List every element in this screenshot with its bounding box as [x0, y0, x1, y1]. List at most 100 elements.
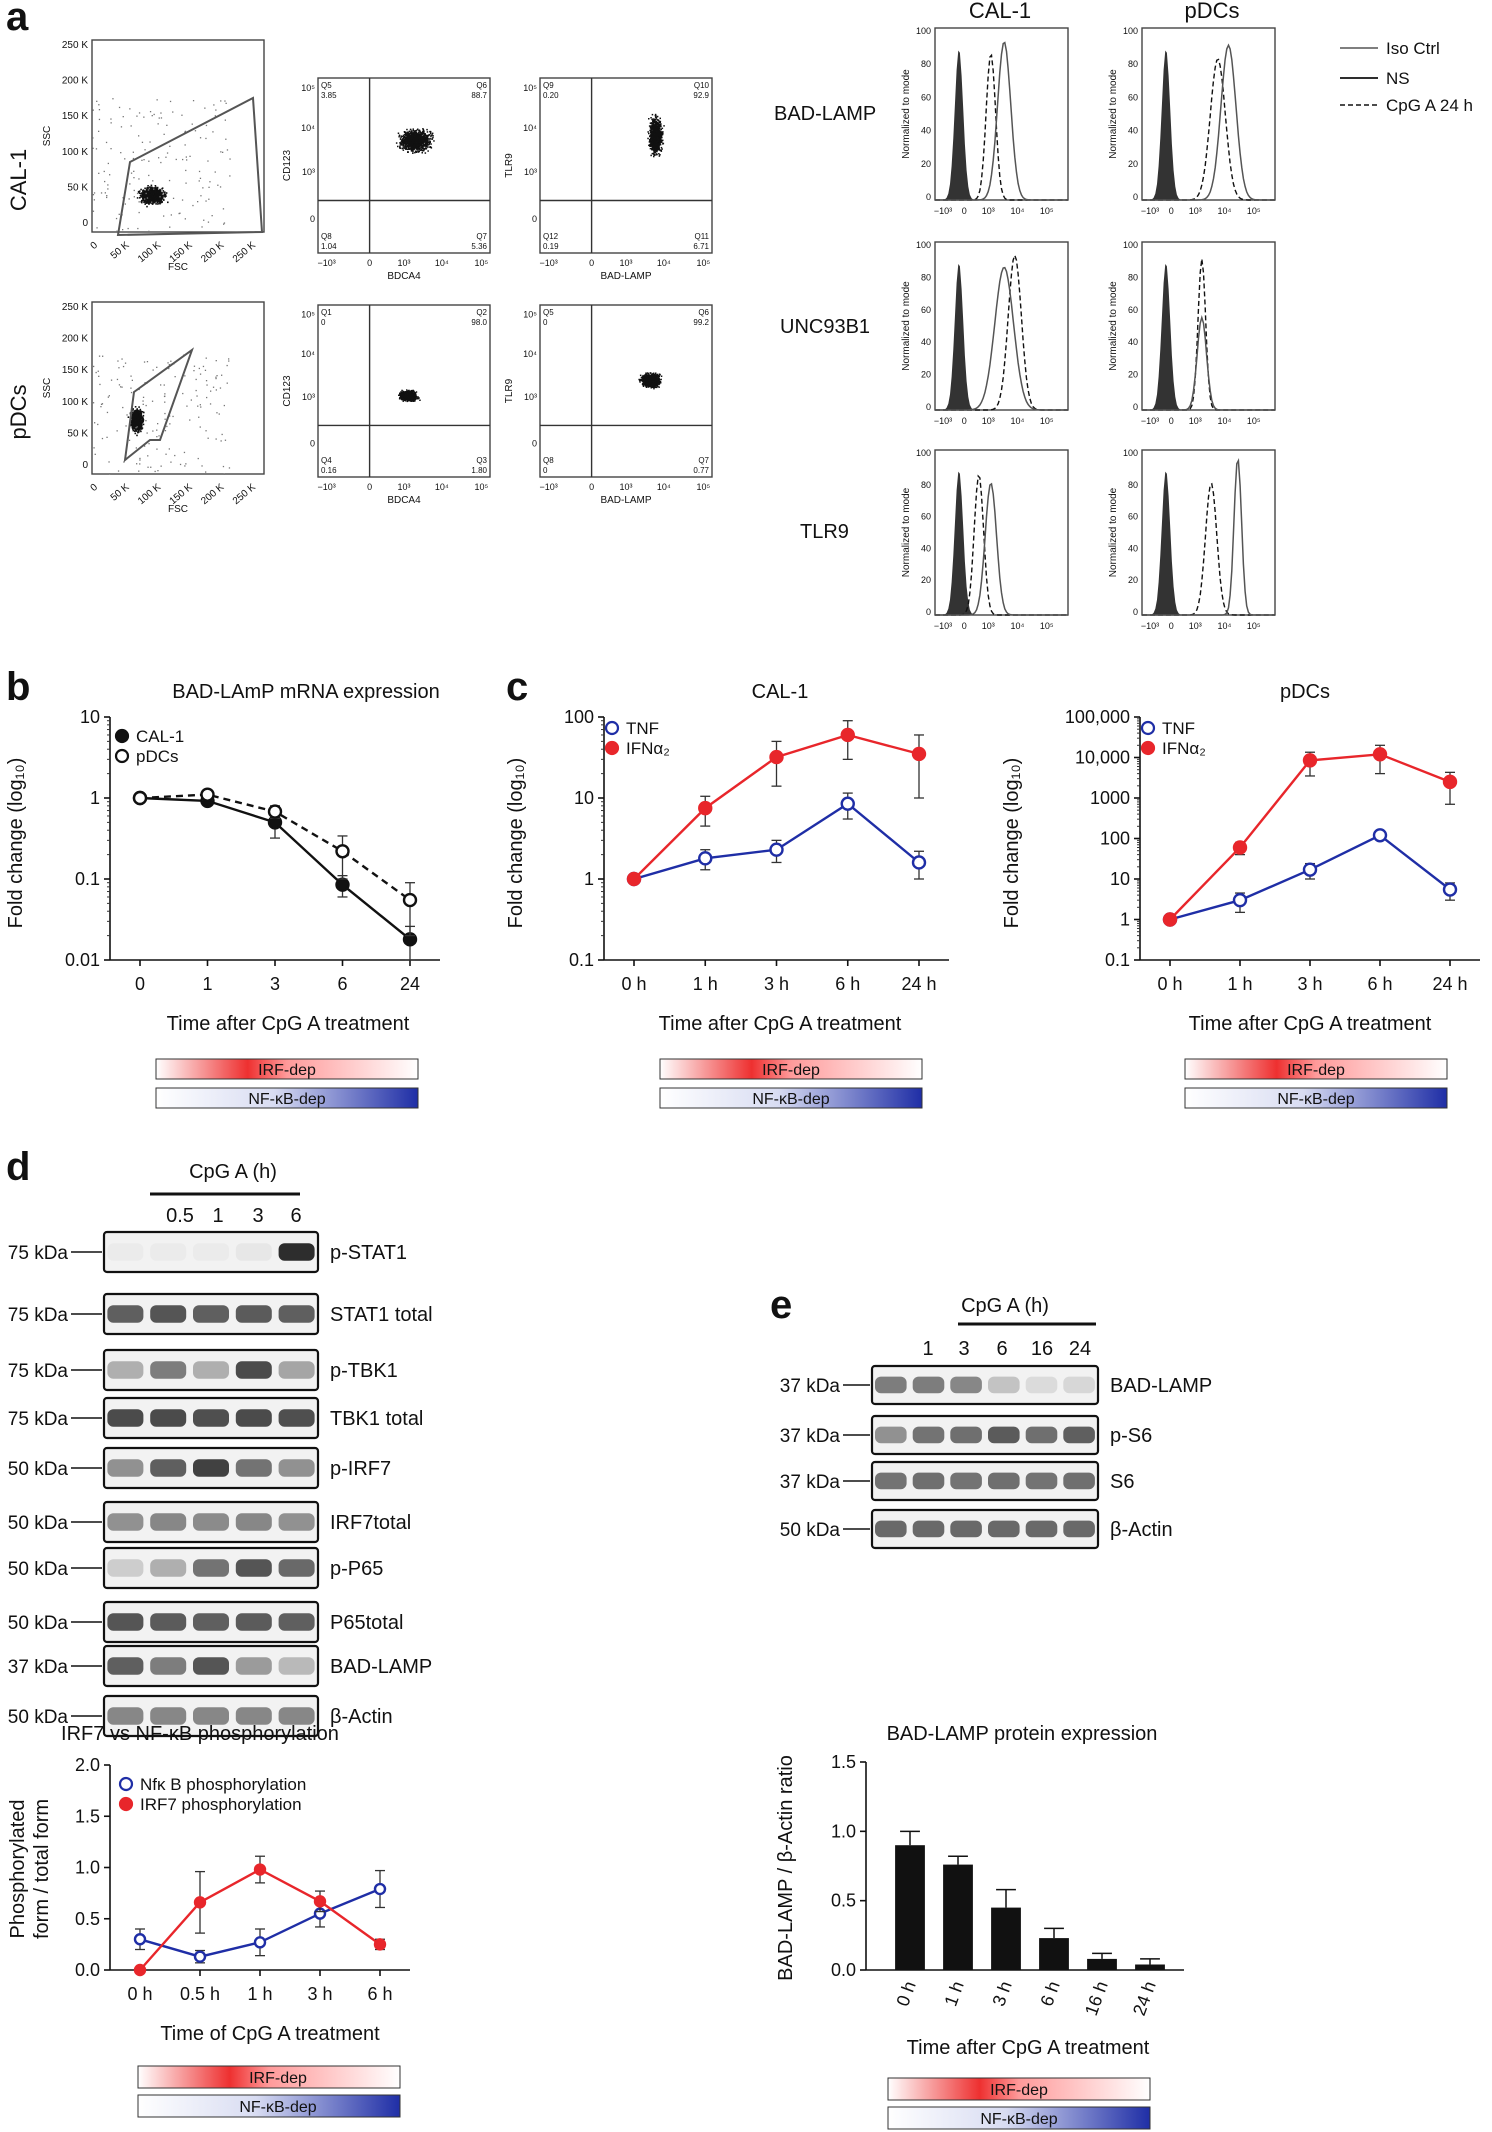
ytick-label: 1 [1120, 910, 1130, 930]
dot [427, 144, 430, 146]
dot [658, 127, 660, 130]
dot [152, 192, 154, 195]
dot [148, 200, 151, 202]
dot [428, 141, 430, 143]
dot [185, 169, 187, 172]
dot [137, 417, 140, 420]
ytick: 100 K [62, 147, 88, 158]
ytick: 10⁵ [301, 83, 315, 93]
dot [407, 151, 409, 153]
dot [424, 148, 426, 150]
dot [411, 131, 413, 133]
blot-label: p-STAT1 [330, 1242, 407, 1264]
dot [198, 367, 200, 370]
dot [205, 200, 207, 202]
dot [139, 416, 142, 419]
dot [170, 461, 172, 463]
dot [132, 420, 134, 423]
dot [425, 144, 428, 146]
blot-label: p-IRF7 [330, 1458, 391, 1480]
dot [402, 142, 404, 145]
ytick-label: 0.1 [1105, 950, 1130, 970]
data-point [402, 892, 418, 908]
blot-band [278, 1513, 315, 1531]
dot [154, 191, 156, 194]
dot [164, 393, 166, 395]
dot [660, 150, 663, 152]
dot [101, 403, 104, 405]
dot [215, 376, 217, 378]
dot [425, 140, 428, 142]
dot [144, 382, 146, 384]
dot [99, 383, 101, 386]
dot [132, 418, 135, 421]
kda-label: 37 kDa [780, 1472, 841, 1493]
dot [135, 427, 137, 429]
dot [657, 133, 659, 135]
dot [140, 428, 143, 430]
dot [110, 148, 112, 150]
dot [107, 162, 109, 165]
dot [408, 147, 410, 149]
dot [659, 144, 662, 146]
dot [224, 100, 226, 102]
dot [157, 123, 159, 125]
dot [660, 146, 663, 149]
dot [653, 129, 655, 131]
blot-frame [870, 1414, 1100, 1456]
dot [402, 145, 404, 147]
dot [160, 465, 162, 467]
dot [197, 405, 199, 407]
dot [659, 137, 662, 139]
dot [134, 422, 137, 424]
dot [146, 195, 148, 198]
ytick-label: 1 [90, 788, 100, 808]
dot [184, 131, 186, 133]
data-point [1232, 892, 1248, 908]
blot-band [278, 1657, 315, 1675]
dot [650, 142, 652, 145]
dot [166, 124, 168, 126]
xtick-label: 24 h [1129, 1979, 1160, 2019]
dot [98, 118, 101, 121]
dot [96, 100, 98, 102]
dot [422, 150, 424, 152]
dot [205, 137, 207, 140]
dot [100, 403, 103, 405]
dot [106, 411, 109, 414]
dot [142, 414, 145, 417]
legend-iso: Iso Ctrl [1386, 39, 1440, 58]
dot [142, 419, 145, 421]
dot [416, 140, 418, 142]
e-time-4: 24 [1069, 1338, 1091, 1360]
dot [139, 459, 141, 461]
dot [655, 118, 657, 120]
dot [145, 196, 147, 199]
blot-label: BAD-LAMP [1110, 1375, 1212, 1397]
dot [651, 113, 654, 116]
dot [154, 196, 156, 199]
dot [216, 412, 218, 414]
panel-c: CAL-1 pDCs Fold change (log₁₀) Fold chan… [505, 681, 1480, 1035]
dot [137, 428, 139, 431]
xtick: 250 K [231, 240, 258, 265]
dot [148, 443, 150, 445]
e-time-1: 3 [958, 1338, 969, 1360]
dot [151, 186, 153, 189]
dot [133, 411, 135, 414]
data-point [373, 1882, 387, 1896]
dot [145, 192, 147, 195]
dot [221, 433, 223, 436]
dot [653, 153, 655, 155]
blot-band [278, 1613, 315, 1631]
dot [191, 123, 193, 125]
dot [419, 148, 421, 150]
dot [153, 188, 155, 190]
dot [121, 358, 123, 360]
ytick: 50 K [67, 182, 88, 193]
legend-marker [1140, 720, 1156, 736]
blot-band [150, 1305, 187, 1323]
dot [163, 191, 165, 194]
